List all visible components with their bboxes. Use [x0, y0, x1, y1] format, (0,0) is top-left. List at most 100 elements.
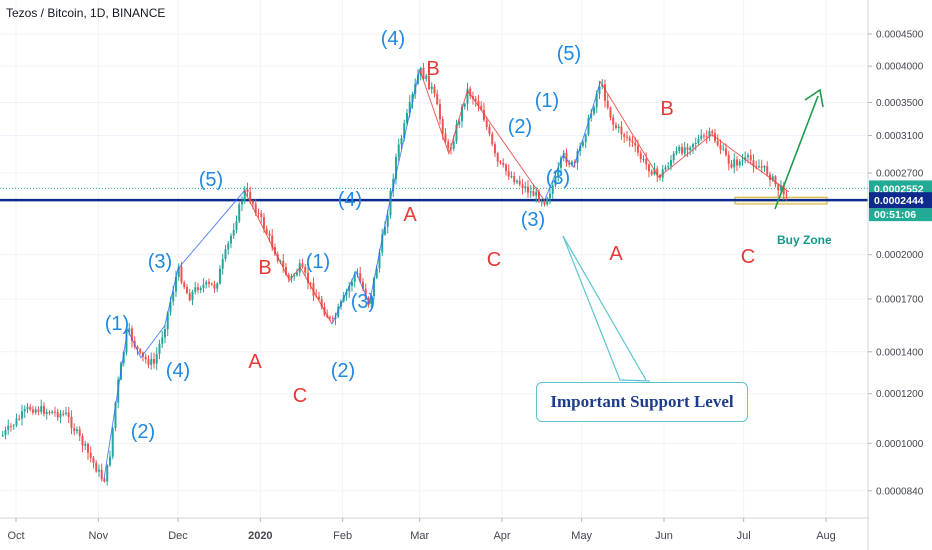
candle-body	[29, 406, 32, 410]
wave-label-impulse: (5)	[557, 43, 581, 65]
candle-body	[150, 358, 153, 365]
wave-label-corrective: A	[403, 204, 417, 226]
candle-body	[100, 469, 103, 480]
price-tick-label: 0.0003500	[876, 98, 924, 109]
time-tick-label: Jun	[655, 530, 673, 542]
candle-body	[774, 176, 777, 185]
candle-body	[251, 201, 254, 204]
candle-body	[293, 275, 296, 277]
candle-body	[730, 163, 733, 168]
candle-body	[535, 191, 538, 196]
candle-body	[73, 428, 76, 431]
candle-body	[485, 120, 488, 127]
candle-body	[757, 166, 760, 168]
candle-body	[436, 93, 439, 105]
candle-body	[460, 106, 463, 122]
price-tick-label: 0.0003100	[876, 131, 924, 142]
time-tick-label: Jul	[737, 530, 751, 542]
candle-body	[111, 428, 114, 457]
candle-body	[53, 411, 56, 413]
support-price-tag	[869, 192, 932, 209]
wave-overlays	[103, 69, 790, 482]
candle-body	[625, 136, 628, 138]
candle-body	[158, 343, 161, 354]
wave-label-impulse: (3)	[351, 291, 375, 313]
candle-body	[364, 288, 367, 298]
candle-body	[56, 411, 59, 418]
candle-body	[452, 141, 455, 149]
candle-body	[136, 346, 139, 350]
candle-body	[779, 185, 782, 191]
candle-body	[403, 123, 406, 138]
candle-body	[84, 443, 87, 446]
wave-label-impulse: (1)	[535, 90, 559, 112]
projection-arrow	[774, 88, 824, 210]
candle-body	[741, 160, 744, 162]
candle-body	[227, 243, 230, 250]
corrective-wave-3	[599, 81, 790, 193]
candle-body	[188, 293, 191, 301]
candle-body	[672, 153, 675, 161]
candle-body	[51, 411, 54, 413]
candle-body	[474, 98, 477, 101]
candle-body	[499, 161, 502, 163]
candle-body	[70, 416, 73, 429]
candle-body	[262, 217, 265, 229]
candle-body	[67, 412, 70, 417]
candle-body	[518, 180, 521, 185]
candle-body	[122, 352, 125, 364]
buy-zone-label: Buy Zone	[777, 233, 832, 247]
candle-body	[477, 100, 480, 106]
candle-body	[526, 186, 529, 193]
candle-body	[359, 273, 362, 282]
candle-body	[639, 152, 642, 160]
time-axis[interactable]: Oct Nov Dec 2020 Feb Mar Apr May Jun Jul Aug	[0, 517, 868, 542]
candle-body	[592, 107, 595, 114]
wave-label-impulse: (3)	[521, 209, 545, 231]
candle-body	[92, 457, 95, 463]
time-tick-label: Feb	[333, 530, 352, 542]
impulse-wave-2	[331, 69, 421, 325]
candle-body	[565, 152, 568, 163]
wave-label-corrective: A	[609, 243, 623, 265]
candle-body	[177, 266, 180, 277]
candle-body	[163, 329, 166, 338]
price-tick-label: 0.0001000	[876, 439, 924, 450]
impulse-wave-3	[544, 81, 601, 201]
candle-body	[348, 285, 351, 292]
candle-body	[689, 147, 692, 151]
candle-body	[766, 166, 769, 175]
grid-lines	[0, 0, 868, 518]
candle-body	[23, 408, 26, 412]
candle-body	[166, 312, 169, 330]
candle-body	[218, 268, 221, 284]
candle-body	[623, 134, 626, 137]
candle-body	[243, 189, 246, 201]
price-lines	[0, 187, 868, 382]
candle-body	[152, 358, 155, 364]
candle-body	[400, 137, 403, 145]
candle-body	[433, 86, 436, 94]
candle-body	[81, 436, 84, 446]
candle-body	[378, 252, 381, 269]
candle-body	[749, 155, 752, 161]
price-axis[interactable]: 0.0004500 0.0004000 0.0003500 0.0003100 0.00…	[867, 0, 924, 550]
candle-body	[381, 234, 384, 253]
candle-body	[229, 235, 232, 244]
candle-body	[680, 147, 683, 154]
candle-body	[40, 406, 43, 412]
candle-body	[469, 88, 472, 96]
time-tick-label: Mar	[410, 530, 429, 542]
candle-body	[75, 429, 78, 431]
time-tick-label: Oct	[7, 530, 24, 542]
candle-body	[735, 159, 738, 166]
candle-body	[669, 160, 672, 167]
wave-label-impulse: (4)	[338, 189, 362, 211]
candle-body	[617, 126, 620, 129]
callout-pointer-2	[562, 235, 647, 381]
candle-body	[312, 283, 315, 296]
wave-label-corrective: A	[248, 351, 262, 373]
candle-body	[744, 157, 747, 161]
candle-body	[224, 249, 227, 260]
